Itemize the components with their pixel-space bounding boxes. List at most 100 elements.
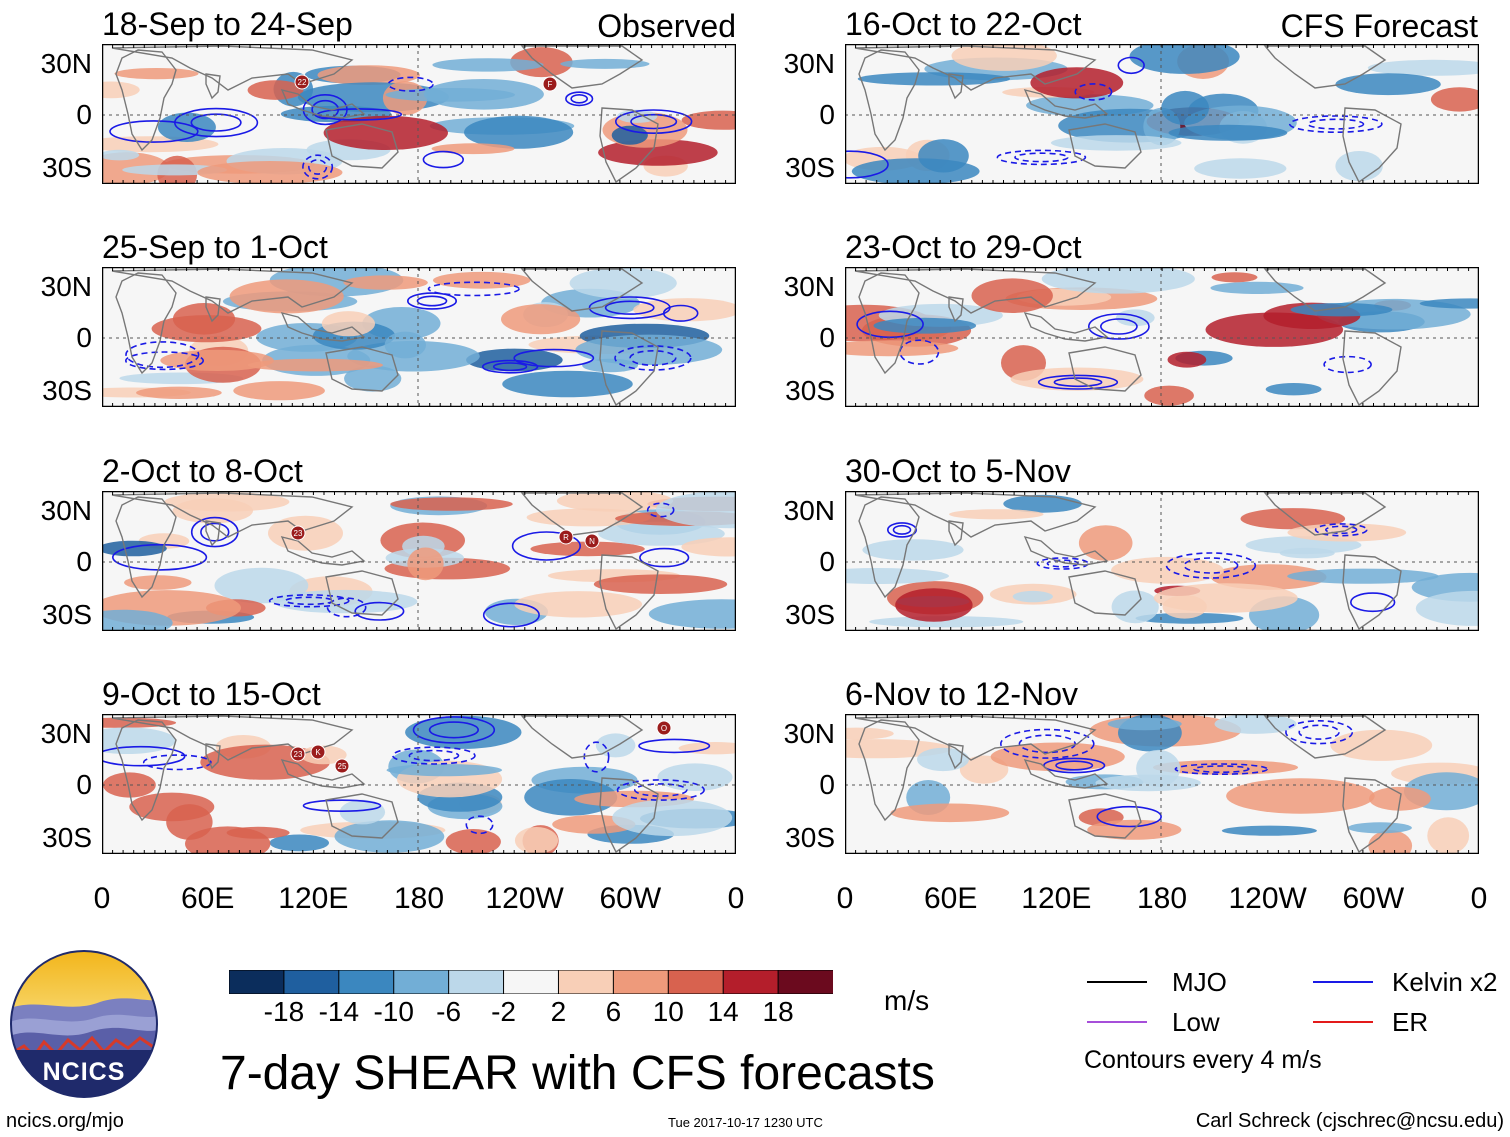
shear-anomaly-patch bbox=[114, 68, 199, 80]
coastline bbox=[325, 570, 399, 616]
shear-anomaly-patch bbox=[151, 315, 262, 343]
shear-anomaly-patch bbox=[1111, 556, 1224, 584]
shear-anomaly-patch bbox=[1335, 73, 1441, 96]
lon-label: 120W bbox=[1228, 882, 1307, 915]
lat-label: 0 bbox=[819, 769, 835, 800]
coastline bbox=[599, 554, 659, 631]
coastline bbox=[1068, 793, 1142, 839]
lon-label: 60W bbox=[599, 882, 662, 915]
kelvin-contour bbox=[326, 597, 367, 618]
storm-marker-label: 23 bbox=[294, 529, 303, 538]
coastline bbox=[115, 272, 177, 375]
shear-anomaly-patch bbox=[556, 491, 674, 512]
lat-label: 0 bbox=[76, 322, 92, 353]
kelvin-contour bbox=[124, 351, 205, 371]
storm-marker-label: 25 bbox=[338, 762, 347, 771]
coastline bbox=[280, 311, 366, 342]
colorbar bbox=[228, 969, 835, 995]
shear-anomaly-patch bbox=[323, 115, 448, 150]
shear-anomaly-patch bbox=[1144, 385, 1194, 406]
storm-marker: 22 bbox=[294, 74, 310, 90]
shear-anomaly-patch bbox=[1168, 124, 1288, 141]
kelvin-contour bbox=[1096, 805, 1162, 828]
shear-anomaly-patch bbox=[1287, 568, 1439, 584]
shear-anomaly-patch bbox=[390, 497, 513, 511]
colorbar-svg bbox=[228, 969, 835, 995]
shear-anomaly-patch bbox=[681, 537, 736, 557]
kelvin-contour bbox=[629, 350, 677, 367]
colorbar-tick-label: -18 bbox=[263, 996, 305, 1027]
coastline bbox=[115, 496, 177, 599]
shear-anomaly-patch bbox=[681, 110, 736, 130]
coastline bbox=[520, 268, 644, 312]
shear-anomaly-patch bbox=[890, 803, 1010, 823]
shear-anomaly-patch bbox=[172, 498, 253, 524]
kelvin-contour bbox=[633, 783, 688, 797]
coastline bbox=[1342, 330, 1402, 407]
legend-line-low bbox=[1087, 1021, 1147, 1023]
shear-anomaly-patch bbox=[233, 381, 325, 401]
colorbar-segment bbox=[448, 969, 505, 995]
shear-anomaly-patch bbox=[103, 772, 156, 798]
shear-anomaly-patch bbox=[1153, 583, 1298, 613]
shear-anomaly-patch bbox=[1419, 298, 1479, 309]
kelvin-contour bbox=[1014, 152, 1069, 163]
panel-title: 25-Sep to 1-Oct bbox=[102, 229, 328, 265]
shear-anomaly-patch bbox=[949, 509, 1044, 520]
shear-anomaly-patch bbox=[917, 747, 969, 772]
shear-anomaly-patch bbox=[560, 58, 650, 69]
shear-anomaly-patch bbox=[1430, 87, 1479, 112]
kelvin-contour bbox=[513, 348, 595, 368]
storm-marker-label: 22 bbox=[298, 78, 307, 87]
shear-anomaly-patch bbox=[407, 547, 444, 581]
shear-anomaly-patch bbox=[339, 799, 386, 825]
storm-marker-label: 23 bbox=[294, 750, 303, 759]
coastline bbox=[1263, 715, 1387, 759]
coastline bbox=[111, 45, 354, 91]
shear-anomaly-patch bbox=[445, 829, 501, 854]
coastline bbox=[520, 492, 644, 536]
coastline bbox=[325, 346, 399, 392]
shear-anomaly-patch bbox=[1050, 135, 1182, 151]
shear-anomaly-patch bbox=[321, 311, 375, 337]
coastline bbox=[854, 715, 1097, 761]
kelvin-contour bbox=[308, 159, 328, 175]
coastline bbox=[948, 296, 964, 323]
coastline bbox=[111, 492, 354, 538]
colorbar-segment bbox=[722, 969, 780, 995]
coastline bbox=[111, 268, 354, 314]
kelvin-contour bbox=[200, 522, 230, 542]
coastline bbox=[280, 88, 366, 119]
shear-anomaly-patch bbox=[385, 88, 515, 102]
kelvin-contour bbox=[302, 154, 334, 180]
kelvin-contour bbox=[387, 76, 434, 92]
lat-label: 30S bbox=[42, 375, 92, 406]
shear-anomaly-patch bbox=[612, 799, 733, 837]
lon-label: 120W bbox=[485, 882, 564, 915]
coastline bbox=[1023, 88, 1109, 119]
coastline bbox=[1023, 758, 1109, 789]
kelvin-contour bbox=[354, 601, 405, 621]
shear-anomaly-patch bbox=[247, 80, 304, 100]
kelvin-contour bbox=[302, 799, 382, 812]
lat-label: 30N bbox=[40, 48, 92, 79]
shear-anomaly-patch bbox=[648, 599, 736, 629]
footer-url[interactable]: ncics.org/mjo bbox=[6, 1110, 124, 1132]
shear-anomaly-patch bbox=[593, 574, 728, 594]
lat-label: 0 bbox=[76, 99, 92, 130]
shear-anomaly-patch bbox=[464, 115, 574, 149]
lat-label: 30S bbox=[42, 599, 92, 630]
coastline bbox=[1023, 311, 1109, 342]
storm-marker: 23 bbox=[290, 746, 306, 762]
storm-marker-label: N bbox=[589, 537, 595, 546]
kelvin-contour bbox=[1055, 760, 1094, 771]
coastline bbox=[1342, 107, 1402, 184]
shear-anomaly-patch bbox=[1111, 590, 1159, 624]
shear-anomaly-patch bbox=[1152, 760, 1299, 775]
panel-title: 9-Oct to 15-Oct bbox=[102, 676, 321, 712]
shear-map bbox=[845, 267, 1479, 407]
legend-label-mjo: MJO bbox=[1172, 967, 1227, 997]
kelvin-contour bbox=[109, 120, 199, 143]
lat-label: 30S bbox=[42, 152, 92, 183]
shear-anomaly-patch bbox=[1290, 303, 1393, 317]
